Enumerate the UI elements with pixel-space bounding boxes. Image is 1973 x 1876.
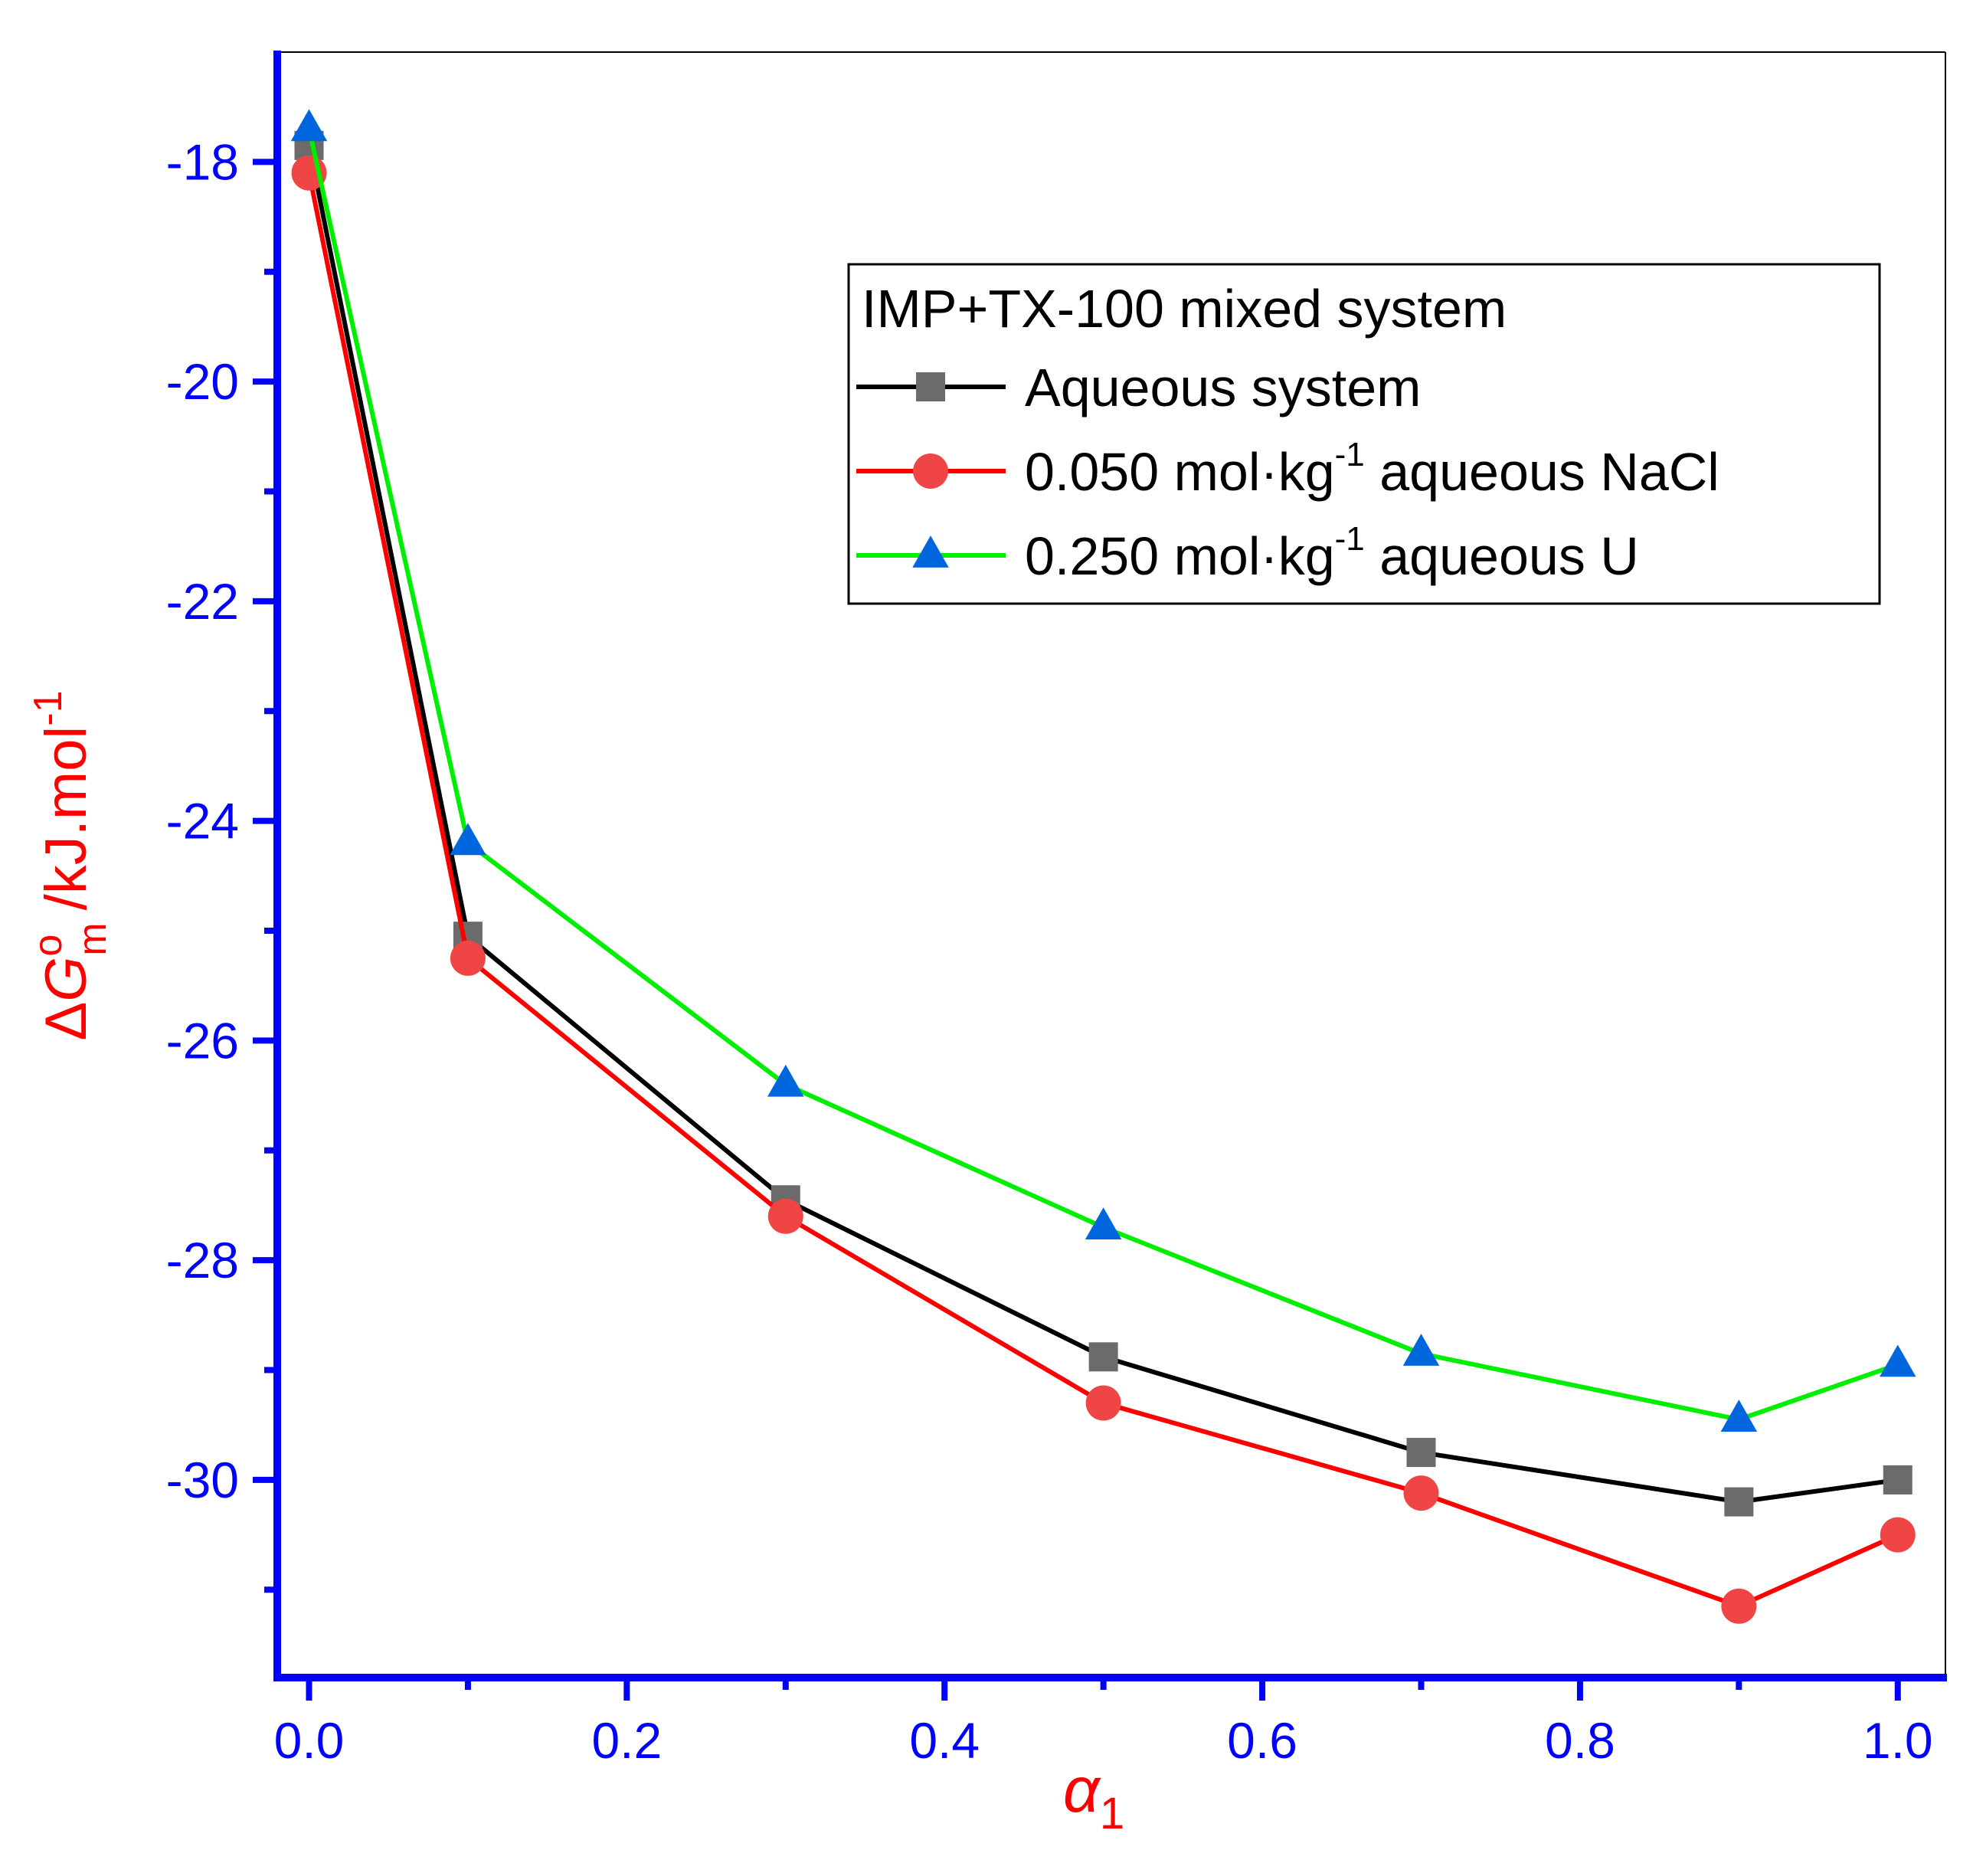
legend-label: Aqueous system <box>1025 358 1421 417</box>
data-point <box>1088 1342 1118 1372</box>
y-tick-label: -30 <box>166 1452 239 1508</box>
legend-marker <box>913 453 948 489</box>
y-axis-label-delta: Δ <box>34 1002 99 1041</box>
data-point <box>1406 1438 1436 1468</box>
y-axis-label: ΔGom/kJ.mol-1 <box>26 690 115 1040</box>
y-tick-label: -28 <box>166 1232 239 1288</box>
legend-label-suffix: aqueous U <box>1365 526 1639 586</box>
y-axis-label-unit: /kJ.mol <box>34 726 99 911</box>
legend-label-main: 0.050 mol·kg <box>1025 442 1335 502</box>
data-point <box>767 1198 803 1234</box>
legend-label-sup: -1 <box>1335 520 1365 558</box>
data-point <box>290 109 328 142</box>
data-point <box>1402 1334 1440 1366</box>
series-group <box>291 155 1916 1624</box>
y-axis-label-sub: m <box>70 922 115 955</box>
data-point <box>1721 1588 1757 1624</box>
legend-label-main: 0.250 mol·kg <box>1025 526 1335 586</box>
y-tick-label: -26 <box>166 1012 239 1069</box>
x-axis-label: α1 <box>1063 1753 1124 1838</box>
y-axis-label-sup: o <box>26 935 70 957</box>
y-tick-label: -24 <box>166 793 239 850</box>
legend-marker <box>916 372 945 401</box>
data-point <box>1085 1385 1121 1421</box>
x-axis-label-sub: 1 <box>1100 1789 1124 1838</box>
series-group <box>290 109 1916 1432</box>
legend-label-main: Aqueous system <box>1025 358 1421 417</box>
y-tick-label: -20 <box>166 353 239 410</box>
legend-marker <box>912 535 949 568</box>
data-point <box>1403 1475 1439 1511</box>
x-tick-label: 0.6 <box>1227 1712 1297 1769</box>
y-axis-label-group: ΔGom/kJ.mol-1 <box>26 690 115 1040</box>
data-point <box>767 1064 804 1097</box>
legend-label-suffix: aqueous NaCl <box>1365 442 1719 502</box>
x-tick-label: 0.4 <box>909 1712 980 1769</box>
y-tick-label: -22 <box>166 573 239 630</box>
x-tick-label: 0.0 <box>274 1712 345 1769</box>
data-point <box>1880 1344 1916 1377</box>
legend-label: 0.050 mol·kg-1 aqueous NaCl <box>1025 436 1719 502</box>
data-point <box>1724 1487 1754 1517</box>
legend-label-sup: -1 <box>1335 436 1365 473</box>
x-tick-label: 0.2 <box>591 1712 662 1769</box>
y-axis-label-unit-sup: -1 <box>26 690 70 725</box>
legend-title: IMP+TX-100 mixed system <box>862 279 1507 339</box>
data-point <box>1880 1517 1916 1553</box>
data-point <box>450 823 486 856</box>
x-axis-label-symbol: α <box>1063 1753 1101 1825</box>
legend-box <box>847 263 1881 605</box>
legend-label: 0.250 mol·kg-1 aqueous U <box>1025 520 1639 586</box>
data-point <box>1085 1207 1122 1240</box>
y-axis-label-var: G <box>34 957 99 1002</box>
x-tick-label: 1.0 <box>1863 1712 1933 1769</box>
x-tick-label: 0.8 <box>1545 1712 1615 1769</box>
data-point <box>450 940 486 976</box>
y-tick-label: -18 <box>166 133 239 190</box>
data-point <box>1720 1400 1758 1432</box>
data-point <box>1883 1465 1912 1495</box>
